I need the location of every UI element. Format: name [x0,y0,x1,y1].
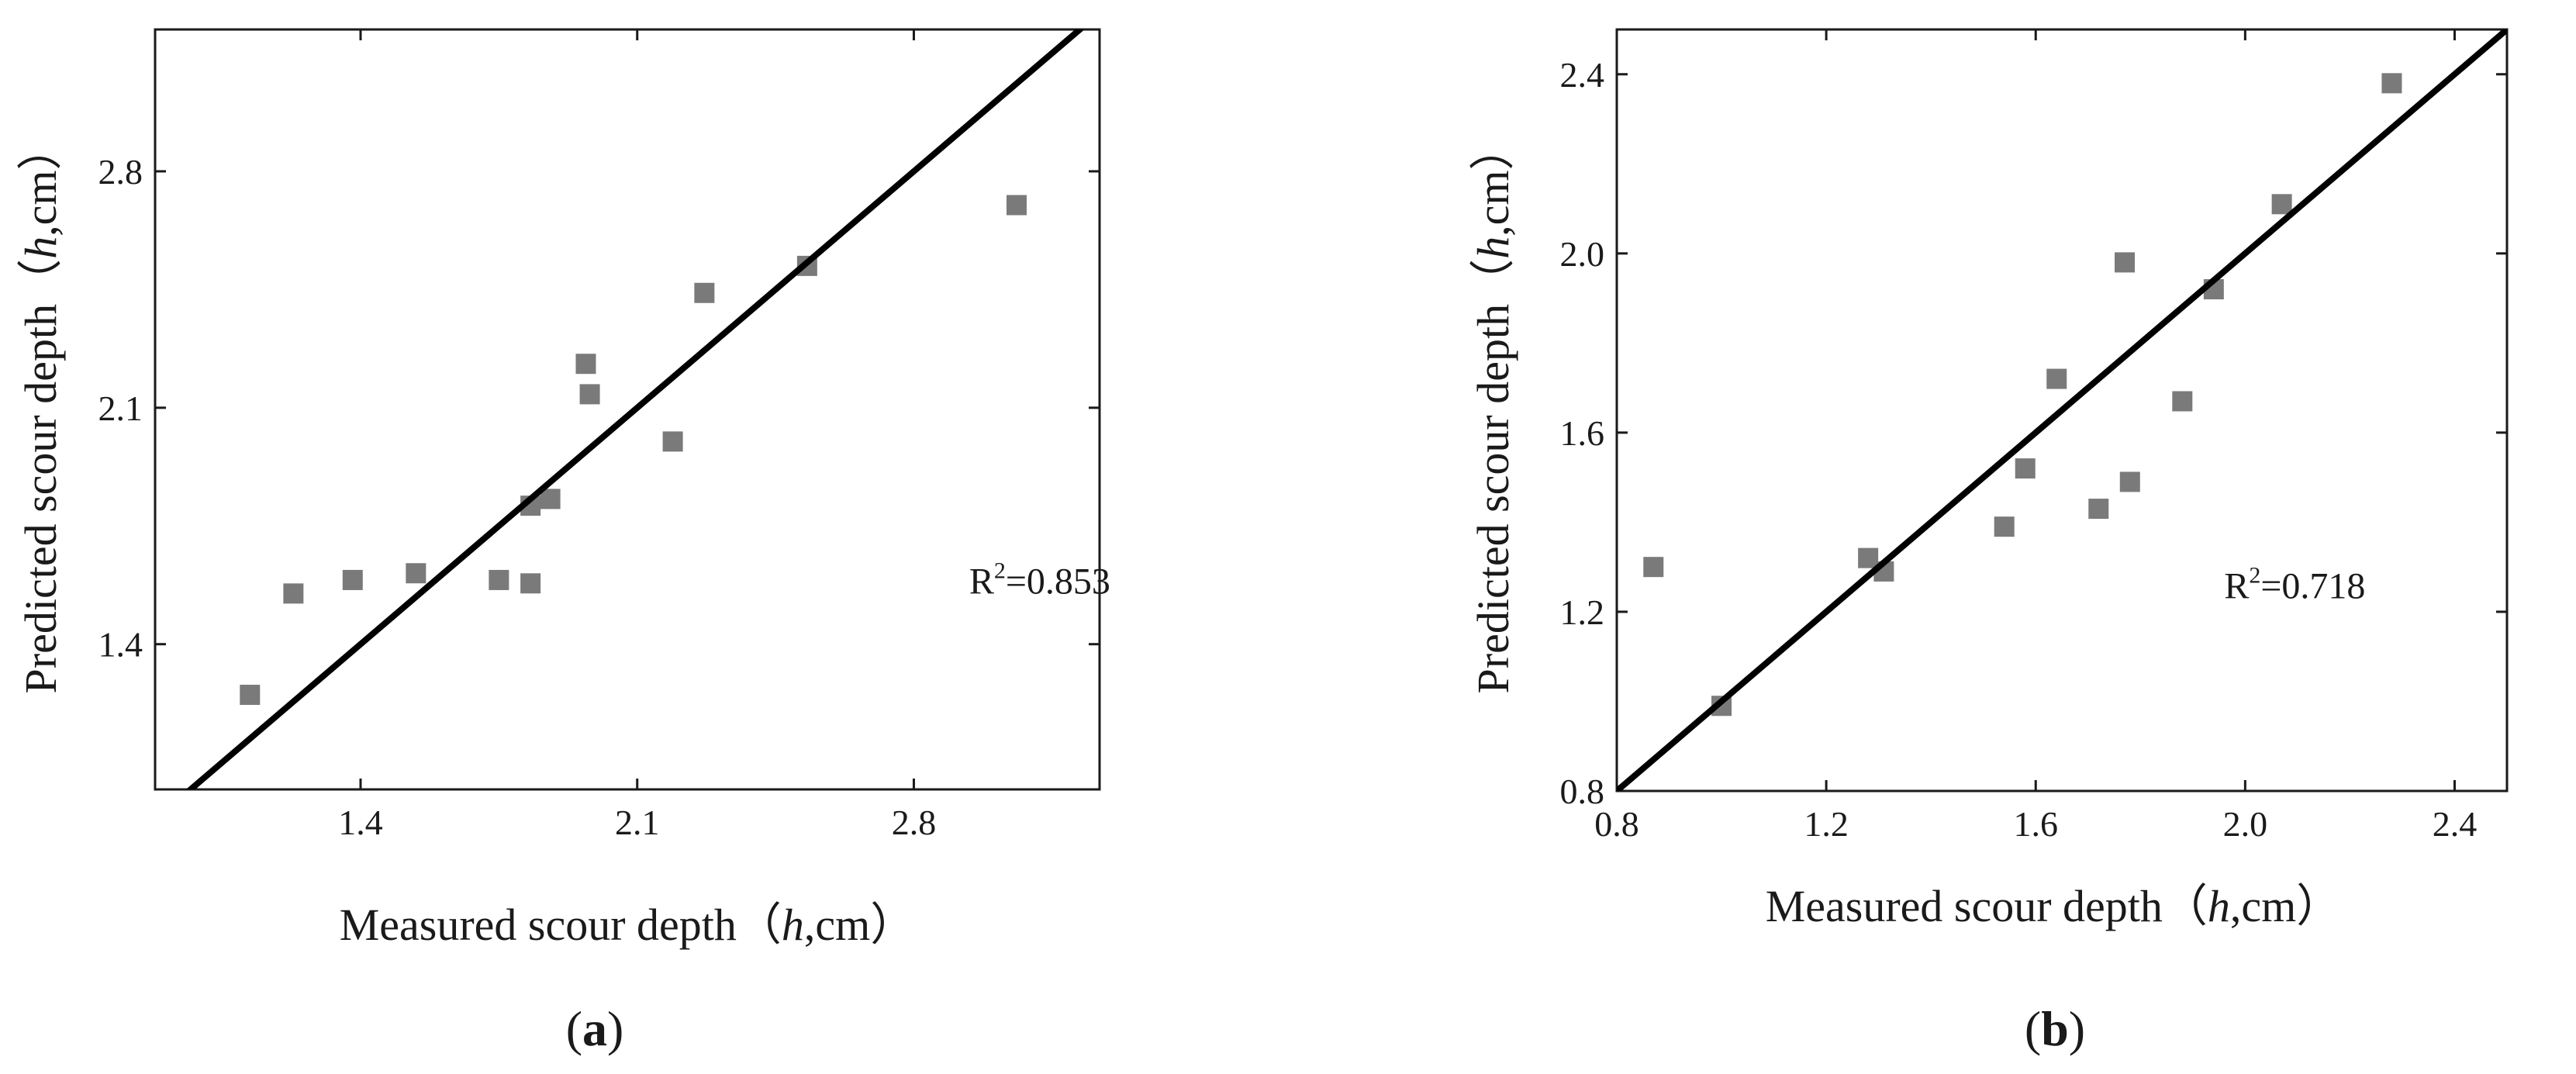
x-axis-title-a: Measured scour depth（h,cm） [340,900,916,950]
data-point-b [2015,458,2036,479]
x-tick-label-b: 1.2 [1804,804,1849,844]
y-tick-label-a: 2.8 [98,152,143,192]
axis-ticks-a [155,29,1100,789]
data-point-a [520,573,541,594]
chart-panel-b: 0.8 1.2 1.6 2.0 2.40.81.21.62.02.4 R2=0.718 … [1468,28,2509,1056]
data-point-b [2115,252,2136,273]
x-tick-label-a: 2.8 [892,803,937,842]
y-tick-label-a: 1.4 [98,625,143,665]
reference-line-b [1617,29,2507,791]
y-tick-label-b: 1.2 [1560,592,1605,632]
r-squared-label-a: R2=0.853 [969,558,1110,602]
axis-ticks-b [1615,29,2507,793]
data-point-b [2046,368,2067,389]
panel-label-a: (a) [566,1001,624,1056]
data-point-a [342,569,363,590]
data-point-b [2381,73,2402,94]
x-tick-label-a: 1.4 [338,803,383,842]
data-point-a [575,354,596,375]
reference-line-a [185,29,1085,789]
x-tick-label-b: 2.0 [2223,804,2268,844]
data-point-a [694,282,715,303]
y-axis-title-a: Predicted scour depth（h,cm） [16,126,66,694]
data-point-b [1994,516,2015,537]
data-point-b [2119,471,2140,492]
x-axis-title-b: Measured scour depth（h,cm） [1766,881,2342,931]
data-point-a [540,489,561,509]
x-tick-label-a: 2.1 [615,803,660,842]
y-tick-label-a: 2.1 [98,389,143,428]
data-point-a [489,569,509,590]
y-tick-label-b: 2.0 [1560,234,1605,274]
data-point-a [662,431,683,452]
data-point-a [579,384,600,405]
data-point-b [2271,194,2292,215]
plot-frame-a [154,28,1101,791]
x-tick-label-b: 0.8 [1594,804,1639,844]
data-point-b [1643,557,1664,578]
tick-labels-b: 0.8 1.2 1.6 2.0 2.4 0.8 1.2 1.6 2.0 2.4 [1560,55,2478,844]
data-points-b [1643,73,2402,717]
data-point-a [240,685,261,706]
data-point-b [2172,391,2193,412]
panel-label-b: (b) [2025,1001,2085,1056]
chart-panel-a: 1.4 2.1 2.8 1.4 2.1 2.8 R2=0.853 Measured sco… [16,28,1110,1056]
plot-frame-b [1615,28,2509,793]
y-tick-label-b: 0.8 [1560,772,1605,811]
data-point-b [2088,499,2109,520]
data-point-a [283,583,304,604]
x-tick-label-b: 1.6 [2013,804,2058,844]
x-tick-label-b: 2.4 [2433,804,2478,844]
data-point-a [1006,195,1027,216]
r-squared-label-b: R2=0.718 [2224,563,2365,607]
y-tick-label-b: 1.6 [1560,413,1605,453]
y-tick-label-b: 2.4 [1560,55,1605,95]
y-axis-title-b: Predicted scour depth（h,cm） [1468,126,1518,694]
data-points-a [240,195,1027,706]
data-point-a [406,563,426,584]
tick-labels-a: 1.4 2.1 2.8 1.4 2.1 2.8 [98,152,937,842]
